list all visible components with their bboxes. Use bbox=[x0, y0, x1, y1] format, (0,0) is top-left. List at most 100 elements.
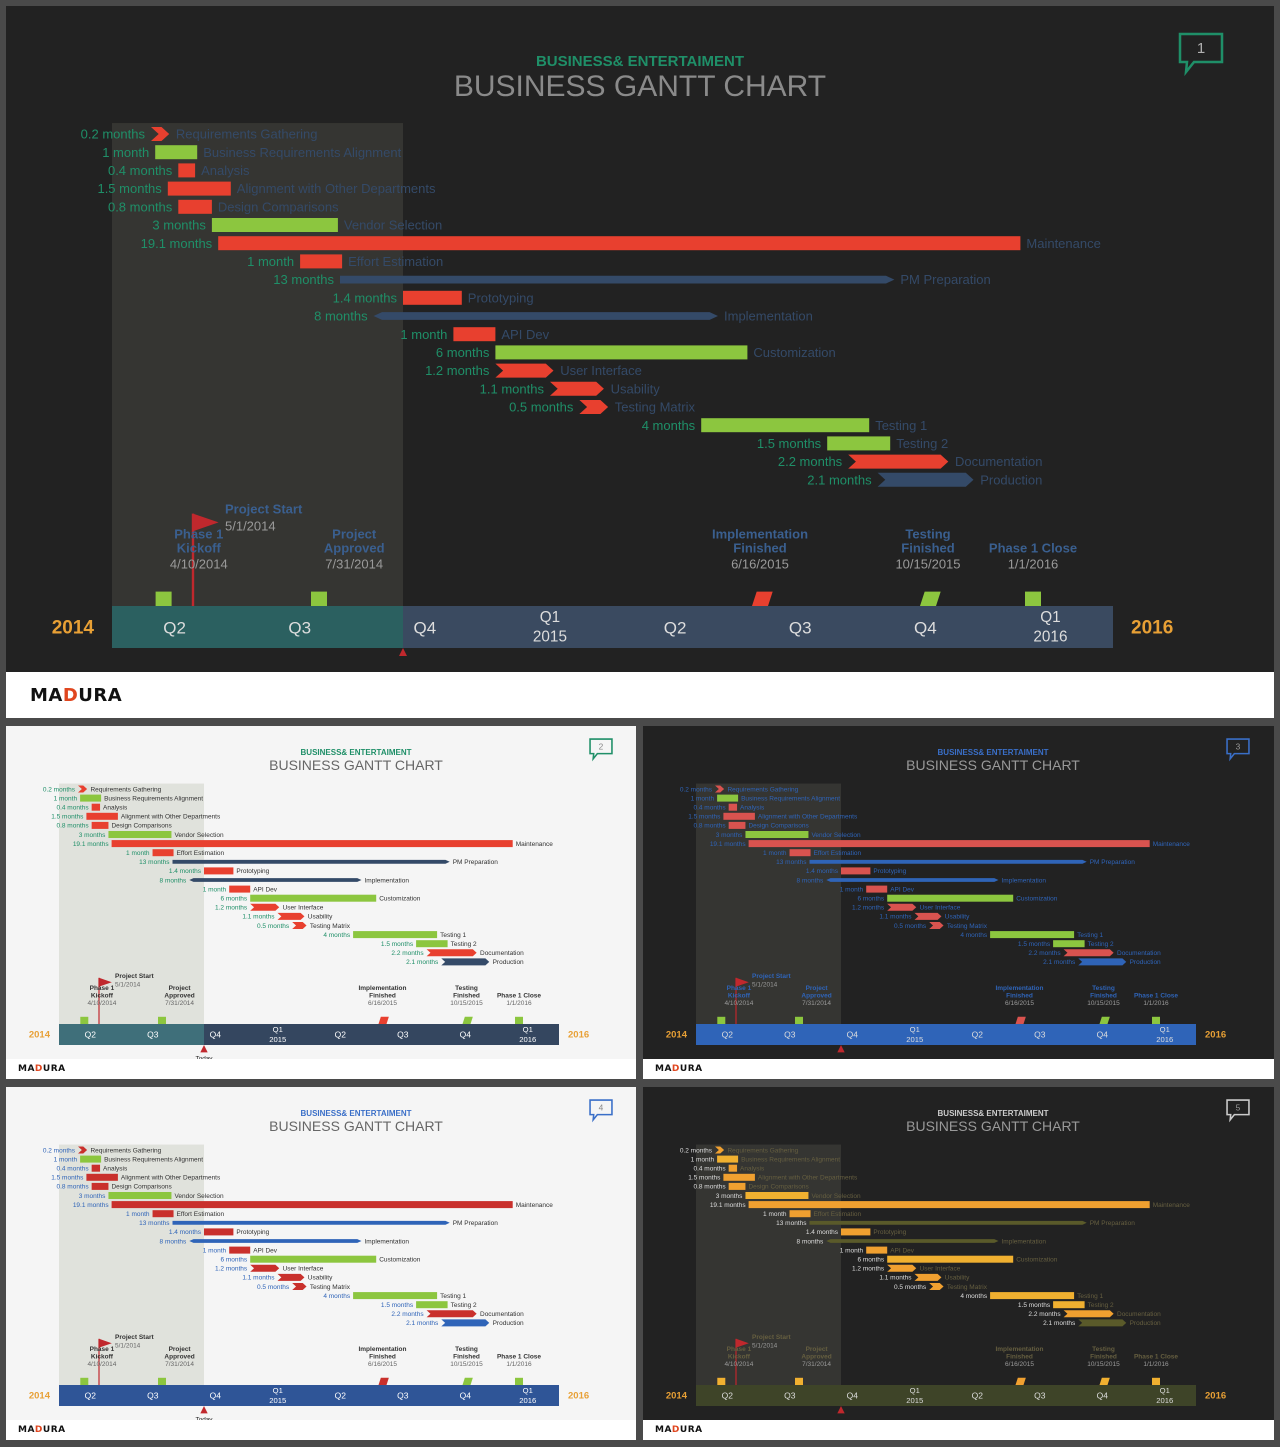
task-bar bbox=[111, 1201, 513, 1209]
end-year: 2016 bbox=[1205, 1391, 1226, 1402]
task-duration: 1.5 months bbox=[688, 814, 721, 821]
task-name: Requirements Gathering bbox=[90, 786, 161, 793]
quarter-label: Q2 bbox=[664, 618, 687, 637]
task-duration: 0.5 months bbox=[257, 1284, 290, 1291]
slide-subtitle: BUSINESS& ENTERTAIMENT bbox=[535, 53, 745, 70]
milestone-name: Project bbox=[806, 1346, 829, 1353]
slide-subtitle: BUSINESS& ENTERTAIMENT bbox=[937, 1109, 1049, 1118]
task-arrow bbox=[373, 312, 718, 320]
task-name: Maintenance bbox=[1153, 1202, 1191, 1209]
task-name: Effort Estimation bbox=[177, 1211, 225, 1218]
comment-number-icon: 5 bbox=[1226, 1099, 1250, 1123]
gantt-chart: 0.2 months Requirements Gathering 1 month B… bbox=[666, 783, 1226, 1061]
timeline-axis-past bbox=[112, 606, 403, 648]
task-duration: 8 months bbox=[797, 877, 824, 884]
quarter-label: Q2 bbox=[163, 618, 186, 637]
slide-1[interactable]: BUSINESS& ENTERTAIMENT BUSINESS GANTT CH… bbox=[6, 6, 1274, 718]
quarter-label: Q4 bbox=[1097, 1030, 1109, 1040]
milestone-name: Approved bbox=[324, 541, 385, 556]
quarter-label: Q3 bbox=[147, 1030, 159, 1040]
task-name: Effort Estimation bbox=[814, 850, 862, 857]
task-duration: 0.8 months bbox=[693, 1184, 726, 1191]
milestone-marker bbox=[158, 1377, 166, 1385]
quarter-label: Q3 bbox=[288, 618, 311, 637]
task-name: PM Preparation bbox=[1090, 859, 1136, 866]
task-name: Maintenance bbox=[1153, 841, 1191, 848]
slide-title: BUSINESS GANTT CHART bbox=[906, 1118, 1080, 1134]
milestone-name: Project bbox=[169, 985, 192, 992]
task-chevron bbox=[292, 922, 307, 929]
slide-5[interactable]: BUSINESS& ENTERTAIMENT BUSINESS GANTT CH… bbox=[643, 1087, 1274, 1440]
task-bar bbox=[789, 1210, 811, 1218]
task-name: Business Requirements Alignment bbox=[104, 1156, 203, 1163]
slide-subtitle: BUSINESS& ENTERTAIMENT bbox=[300, 748, 412, 757]
task-name: Documentation bbox=[955, 454, 1042, 469]
task-chevron bbox=[151, 127, 170, 141]
task-name: Requirements Gathering bbox=[727, 1147, 798, 1154]
task-name: API Dev bbox=[890, 886, 915, 893]
task-duration: 1.5 months bbox=[688, 1175, 721, 1182]
quarter-label: Q1 bbox=[910, 1386, 920, 1395]
quarter-year: 2016 bbox=[1033, 629, 1067, 646]
task-duration: 1 month bbox=[247, 254, 294, 269]
task-duration: 1.4 months bbox=[806, 1229, 839, 1236]
slide-2[interactable]: BUSINESS& ENTERTAIMENT BUSINESS GANTT CH… bbox=[6, 726, 636, 1079]
task-arrow bbox=[809, 859, 1087, 864]
quarter-label: Q3 bbox=[1034, 1391, 1046, 1401]
madura-logo: MADURA bbox=[655, 1425, 703, 1435]
milestone-date: 6/16/2015 bbox=[1005, 1000, 1034, 1007]
slide-3[interactable]: BUSINESS& ENTERTAIMENT BUSINESS GANTT CH… bbox=[643, 726, 1274, 1079]
task-name: API Dev bbox=[890, 1247, 915, 1254]
task-bar bbox=[1053, 940, 1085, 948]
milestone-name: Phase 1 Close bbox=[1134, 992, 1178, 999]
task-name: Production bbox=[493, 959, 524, 966]
milestone-marker bbox=[717, 1377, 726, 1385]
today-marker bbox=[837, 1406, 845, 1414]
task-bar bbox=[717, 1155, 739, 1163]
task-name: Analysis bbox=[740, 804, 765, 811]
task-duration: 8 months bbox=[160, 877, 187, 884]
milestone-name: Testing bbox=[455, 1346, 478, 1353]
task-name: Alignment with Other Departments bbox=[758, 814, 858, 821]
task-chevron bbox=[1078, 958, 1127, 966]
task-duration: 1.4 months bbox=[169, 1229, 202, 1236]
task-chevron bbox=[250, 1264, 280, 1272]
milestone-name: Phase 1 Close bbox=[497, 1353, 541, 1360]
milestone-name: Finished bbox=[1006, 992, 1033, 999]
svg-text:2: 2 bbox=[599, 741, 604, 751]
task-bar bbox=[229, 885, 251, 893]
milestone-name: Implementation bbox=[358, 1346, 406, 1353]
gantt-chart: 0.2 months Requirements Gathering 1 month B… bbox=[52, 123, 1173, 656]
task-duration: 2.1 months bbox=[1043, 1320, 1076, 1327]
task-duration: 19.1 months bbox=[73, 841, 110, 848]
quarter-label: Q4 bbox=[847, 1391, 859, 1401]
task-bar bbox=[91, 1182, 109, 1190]
task-duration: 1 month bbox=[203, 886, 227, 893]
slide-4[interactable]: BUSINESS& ENTERTAIMENT BUSINESS GANTT CH… bbox=[6, 1087, 636, 1440]
task-bar bbox=[86, 812, 118, 820]
madura-logo: MADURA bbox=[18, 1064, 66, 1074]
task-name: Implementation bbox=[724, 309, 813, 324]
task-duration: 0.2 months bbox=[43, 1147, 76, 1154]
milestone-name: Phase 1 bbox=[727, 1346, 752, 1353]
milestone-name: Finished bbox=[733, 541, 787, 556]
today-marker bbox=[200, 1406, 208, 1414]
milestone-date: 4/10/2014 bbox=[87, 1361, 116, 1368]
milestone-date: 10/15/2015 bbox=[450, 1361, 483, 1368]
task-name: PM Preparation bbox=[900, 272, 990, 287]
task-name: Usability bbox=[308, 914, 333, 921]
quarter-label: Q3 bbox=[1034, 1030, 1046, 1040]
quarter-label: Q3 bbox=[397, 1391, 409, 1401]
task-name: Testing Matrix bbox=[310, 1284, 351, 1291]
slide-title: BUSINESS GANTT CHART bbox=[906, 757, 1080, 773]
task-duration: 0.8 months bbox=[56, 823, 89, 830]
task-bar bbox=[728, 1164, 738, 1172]
comment-number-icon: 3 bbox=[1226, 738, 1250, 762]
task-bar bbox=[91, 803, 101, 811]
task-duration: 2.2 months bbox=[778, 454, 843, 469]
quarter-label: Q2 bbox=[85, 1030, 97, 1040]
task-bar bbox=[748, 840, 1150, 848]
task-arrow bbox=[340, 275, 895, 284]
milestone-date: 7/31/2014 bbox=[802, 1361, 831, 1368]
milestone-name: Testing bbox=[455, 985, 478, 992]
